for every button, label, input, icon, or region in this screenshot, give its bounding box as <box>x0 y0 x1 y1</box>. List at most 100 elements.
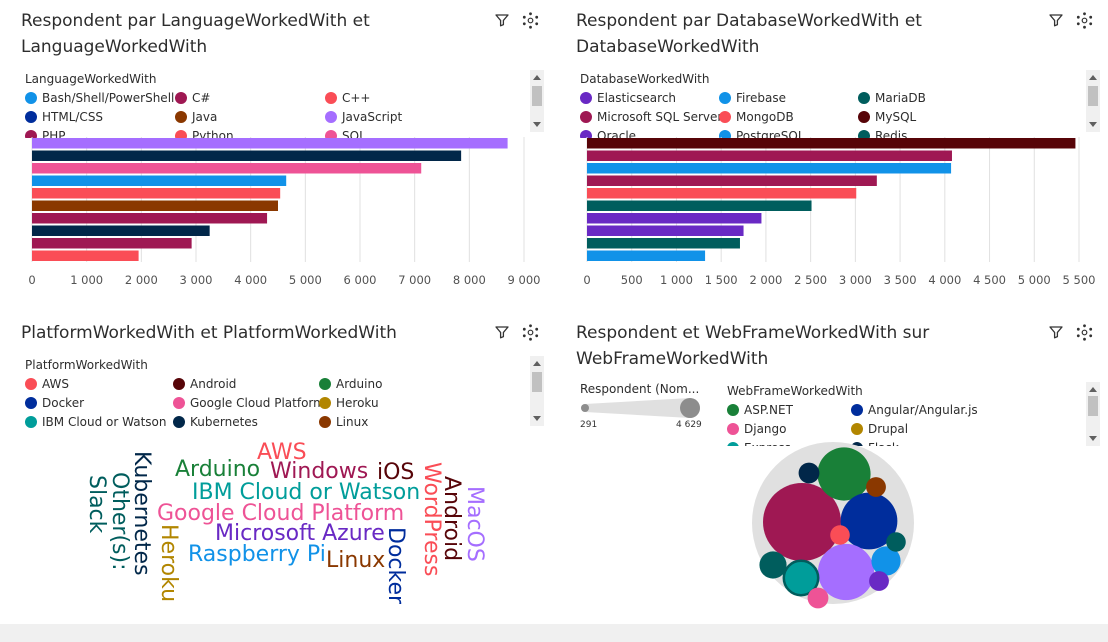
bubble[interactable] <box>798 462 820 484</box>
scroll-up-arrow-icon[interactable] <box>1089 75 1097 80</box>
bar[interactable] <box>587 188 857 199</box>
legend-item[interactable]: MariaDB <box>858 88 997 107</box>
bar[interactable] <box>32 250 139 262</box>
word-cloud-word[interactable]: Kubernetes <box>129 451 154 576</box>
legend-item[interactable]: Google Cloud Platform <box>173 393 325 412</box>
network-icon[interactable] <box>522 324 539 341</box>
bubble[interactable] <box>871 546 901 576</box>
bubble[interactable] <box>782 559 820 597</box>
filter-icon[interactable] <box>1048 324 1064 341</box>
bar[interactable] <box>32 213 268 224</box>
legend-scrollbar[interactable] <box>1086 382 1100 446</box>
legend-item[interactable]: PHP <box>25 126 175 138</box>
scroll-thumb[interactable] <box>532 86 542 106</box>
legend-item[interactable]: C++ <box>325 88 475 107</box>
legend-item[interactable]: Bash/Shell/PowerShell <box>25 88 175 107</box>
legend-item[interactable]: Kubernetes <box>173 412 319 428</box>
word-cloud-word[interactable]: Google Cloud Platform <box>157 501 404 526</box>
legend-item[interactable]: Drupal <box>851 419 1011 438</box>
legend-scrollbar[interactable] <box>1086 70 1100 132</box>
legend-item[interactable]: Arduino <box>319 374 469 393</box>
bar[interactable] <box>32 200 278 212</box>
legend-item[interactable]: MySQL <box>858 107 997 126</box>
word-cloud-word[interactable]: WordPress <box>419 462 444 576</box>
word-cloud-word[interactable]: Slack <box>84 475 109 534</box>
bar[interactable] <box>587 138 1076 149</box>
bar[interactable] <box>587 213 762 224</box>
scroll-down-arrow-icon[interactable] <box>1089 436 1097 441</box>
legend-item[interactable]: Microsoft SQL Server <box>580 107 722 126</box>
bar[interactable] <box>32 188 281 199</box>
scroll-up-arrow-icon[interactable] <box>533 75 541 80</box>
bubble[interactable] <box>763 483 841 561</box>
word-cloud-word[interactable]: Docker <box>383 527 408 605</box>
legend-item[interactable]: Django <box>727 419 851 438</box>
word-cloud-word[interactable]: Arduino <box>175 457 260 482</box>
bar[interactable] <box>587 175 877 187</box>
word-cloud-word[interactable]: AWS <box>257 440 307 465</box>
word-cloud-word[interactable]: IBM Cloud or Watson <box>192 480 420 505</box>
legend-item[interactable]: PostgreSQL <box>719 126 858 138</box>
bar[interactable] <box>32 150 462 162</box>
bar[interactable] <box>32 238 192 249</box>
legend-item[interactable]: Linux <box>319 412 469 428</box>
word-cloud-word[interactable]: Other(s): <box>107 472 132 571</box>
bubble[interactable] <box>886 532 906 552</box>
legend-item[interactable]: Java <box>175 107 325 126</box>
legend-item[interactable]: SQL <box>325 126 475 138</box>
legend-item[interactable]: Oracle <box>580 126 719 138</box>
word-cloud-word[interactable]: Heroku <box>156 524 181 602</box>
scroll-down-arrow-icon[interactable] <box>533 416 541 421</box>
word-cloud-word[interactable]: Linux <box>326 548 385 573</box>
legend-scrollbar[interactable] <box>530 356 544 426</box>
legend-item[interactable]: AWS <box>25 374 173 393</box>
bubble[interactable] <box>840 492 898 550</box>
word-cloud-word[interactable]: iOS <box>377 460 414 485</box>
bar[interactable] <box>587 150 952 162</box>
legend-item[interactable]: Android <box>173 374 319 393</box>
legend-item[interactable]: Docker <box>25 393 173 412</box>
word-cloud-word[interactable]: Windows <box>270 459 368 484</box>
word-cloud-word[interactable]: Microsoft Azure <box>215 521 385 546</box>
bar[interactable] <box>587 225 744 237</box>
legend-item[interactable]: IBM Cloud or Watson <box>25 412 173 428</box>
word-cloud-word[interactable]: Raspberry Pi <box>188 542 326 567</box>
legend-item[interactable]: HTML/CSS <box>25 107 175 126</box>
legend-item[interactable]: Express <box>727 438 851 446</box>
network-icon[interactable] <box>1076 12 1093 29</box>
bubble[interactable] <box>817 447 871 501</box>
legend-item[interactable]: Python <box>175 126 325 138</box>
scroll-up-arrow-icon[interactable] <box>1089 387 1097 392</box>
network-icon[interactable] <box>522 12 539 29</box>
bar[interactable] <box>32 225 210 237</box>
bubble[interactable] <box>869 571 889 591</box>
bubble[interactable] <box>759 551 787 579</box>
scroll-thumb[interactable] <box>1088 396 1098 416</box>
bar[interactable] <box>587 238 740 249</box>
legend-item[interactable]: Elasticsearch <box>580 88 719 107</box>
bubble[interactable] <box>817 543 875 601</box>
scroll-thumb[interactable] <box>1088 86 1098 106</box>
legend-item[interactable]: Heroku <box>319 393 469 412</box>
bar[interactable] <box>587 163 952 174</box>
legend-item[interactable]: ASP.NET <box>727 400 851 419</box>
scroll-thumb[interactable] <box>532 372 542 392</box>
bubble[interactable] <box>807 587 829 609</box>
bubble[interactable] <box>830 525 850 545</box>
legend-item[interactable]: Firebase <box>719 88 858 107</box>
bar[interactable] <box>32 163 422 174</box>
word-cloud-word[interactable]: MacOS <box>462 486 487 562</box>
scroll-up-arrow-icon[interactable] <box>533 361 541 366</box>
filter-icon[interactable] <box>494 12 510 29</box>
scroll-down-arrow-icon[interactable] <box>533 122 541 127</box>
legend-item[interactable]: C# <box>175 88 325 107</box>
legend-item[interactable]: Angular/Angular.js <box>851 400 1011 419</box>
filter-icon[interactable] <box>494 324 510 341</box>
legend-item[interactable]: MongoDB <box>719 107 858 126</box>
legend-item[interactable]: Flask <box>851 438 1011 446</box>
bar[interactable] <box>587 200 812 212</box>
legend-scrollbar[interactable] <box>530 70 544 132</box>
bar[interactable] <box>587 250 706 262</box>
legend-item[interactable]: JavaScript <box>325 107 475 126</box>
filter-icon[interactable] <box>1048 12 1064 29</box>
